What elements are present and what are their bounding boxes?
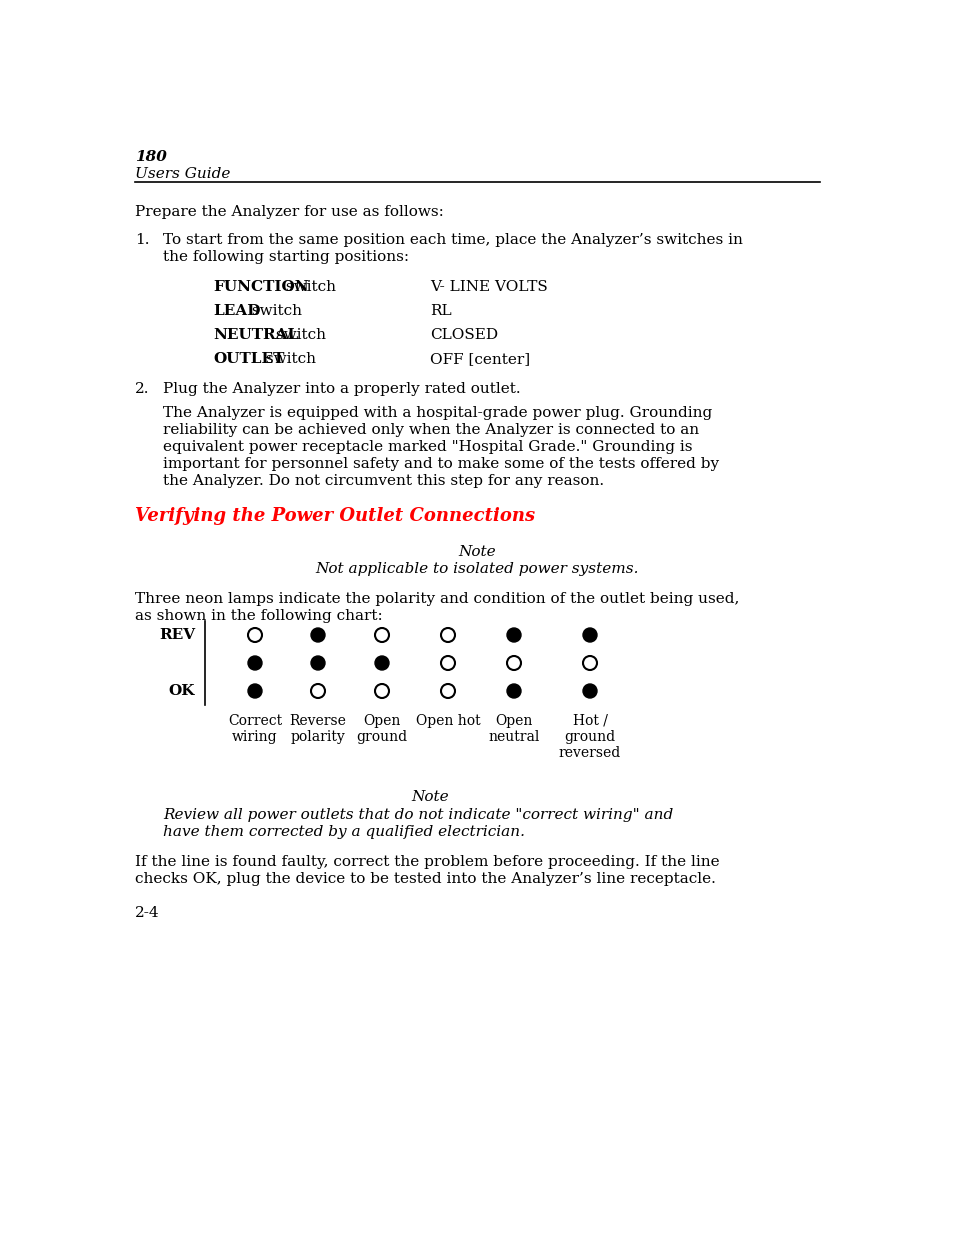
Text: have them corrected by a qualified electrician.: have them corrected by a qualified elect…	[163, 825, 524, 839]
Text: Users Guide: Users Guide	[135, 167, 230, 182]
Text: If the line is found faulty, correct the problem before proceeding. If the line: If the line is found faulty, correct the…	[135, 855, 719, 869]
Text: FUNCTION: FUNCTION	[213, 280, 309, 294]
Text: 2-4: 2-4	[135, 906, 159, 920]
Text: NEUTRAL: NEUTRAL	[213, 329, 298, 342]
Text: Review all power outlets that do not indicate "correct wiring" and: Review all power outlets that do not ind…	[163, 808, 673, 823]
Text: OUTLET: OUTLET	[213, 352, 284, 366]
Text: Note: Note	[457, 545, 496, 559]
Circle shape	[311, 629, 325, 642]
Text: The Analyzer is equipped with a hospital-grade power plug. Grounding: The Analyzer is equipped with a hospital…	[163, 406, 712, 420]
Text: OK: OK	[169, 684, 194, 698]
Text: Verifying the Power Outlet Connections: Verifying the Power Outlet Connections	[135, 508, 535, 525]
Text: switch: switch	[261, 352, 315, 366]
Text: Hot /
ground
reversed: Hot / ground reversed	[558, 714, 620, 761]
Text: switch: switch	[281, 280, 335, 294]
Text: as shown in the following chart:: as shown in the following chart:	[135, 609, 382, 622]
Circle shape	[311, 656, 325, 671]
Text: LEAD: LEAD	[213, 304, 260, 317]
Circle shape	[506, 629, 520, 642]
Text: Open
neutral: Open neutral	[488, 714, 539, 745]
Text: the following starting positions:: the following starting positions:	[163, 249, 409, 264]
Circle shape	[582, 629, 597, 642]
Text: V- LINE VOLTS: V- LINE VOLTS	[430, 280, 547, 294]
Circle shape	[506, 684, 520, 698]
Text: 180: 180	[135, 149, 167, 164]
Text: Correct
wiring: Correct wiring	[228, 714, 282, 745]
Text: equivalent power receptacle marked "Hospital Grade." Grounding is: equivalent power receptacle marked "Hosp…	[163, 440, 692, 454]
Text: REV: REV	[159, 629, 194, 642]
Circle shape	[248, 656, 262, 671]
Text: CLOSED: CLOSED	[430, 329, 497, 342]
Text: the Analyzer. Do not circumvent this step for any reason.: the Analyzer. Do not circumvent this ste…	[163, 474, 603, 488]
Text: RL: RL	[430, 304, 451, 317]
Text: Reverse
polarity: Reverse polarity	[290, 714, 346, 745]
Text: Prepare the Analyzer for use as follows:: Prepare the Analyzer for use as follows:	[135, 205, 443, 219]
Text: reliability can be achieved only when the Analyzer is connected to an: reliability can be achieved only when th…	[163, 424, 699, 437]
Text: checks OK, plug the device to be tested into the Analyzer’s line receptacle.: checks OK, plug the device to be tested …	[135, 872, 715, 885]
Text: switch: switch	[271, 329, 326, 342]
Circle shape	[582, 684, 597, 698]
Text: 2.: 2.	[135, 382, 150, 396]
Text: OFF [center]: OFF [center]	[430, 352, 530, 366]
Text: Not applicable to isolated power systems.: Not applicable to isolated power systems…	[314, 562, 639, 576]
Text: Open
ground: Open ground	[356, 714, 407, 745]
Text: Note: Note	[411, 790, 448, 804]
Text: Open hot: Open hot	[416, 714, 479, 727]
Text: Three neon lamps indicate the polarity and condition of the outlet being used,: Three neon lamps indicate the polarity a…	[135, 592, 739, 606]
Circle shape	[375, 656, 389, 671]
Text: Plug the Analyzer into a properly rated outlet.: Plug the Analyzer into a properly rated …	[163, 382, 520, 396]
Circle shape	[248, 684, 262, 698]
Text: 1.: 1.	[135, 233, 150, 247]
Text: switch: switch	[247, 304, 302, 317]
Text: important for personnel safety and to make some of the tests offered by: important for personnel safety and to ma…	[163, 457, 719, 471]
Text: To start from the same position each time, place the Analyzer’s switches in: To start from the same position each tim…	[163, 233, 742, 247]
